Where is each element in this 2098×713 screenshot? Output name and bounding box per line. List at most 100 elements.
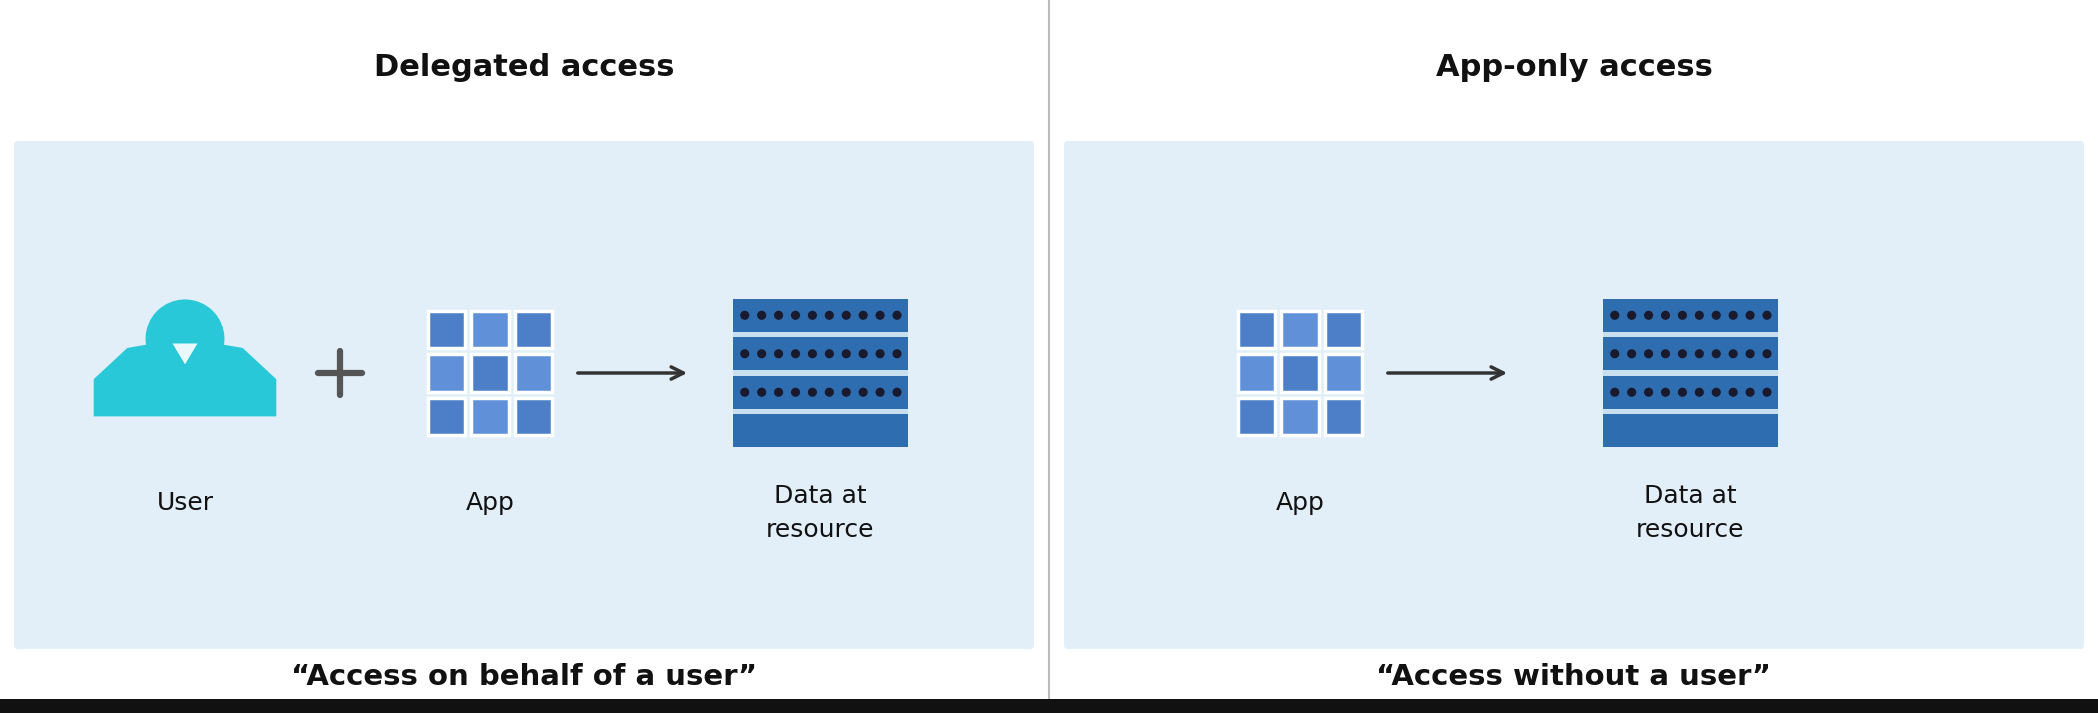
Text: Delegated access: Delegated access xyxy=(373,53,673,83)
Bar xyxy=(428,311,466,348)
Circle shape xyxy=(1645,312,1653,319)
Bar xyxy=(732,409,908,414)
Circle shape xyxy=(757,389,766,396)
Circle shape xyxy=(1645,350,1653,358)
Bar xyxy=(1603,299,1777,332)
Circle shape xyxy=(843,389,850,396)
Circle shape xyxy=(1628,389,1636,396)
Circle shape xyxy=(860,389,866,396)
Bar xyxy=(1324,398,1362,436)
Circle shape xyxy=(877,389,883,396)
Bar xyxy=(1603,337,1777,370)
Circle shape xyxy=(1662,312,1670,319)
Circle shape xyxy=(1762,312,1771,319)
Circle shape xyxy=(1628,312,1636,319)
Circle shape xyxy=(894,389,900,396)
Text: Data at
resource: Data at resource xyxy=(766,484,875,542)
Circle shape xyxy=(825,350,833,358)
Circle shape xyxy=(808,350,816,358)
Circle shape xyxy=(894,312,900,319)
Bar xyxy=(1603,414,1777,447)
Circle shape xyxy=(1662,389,1670,396)
Bar xyxy=(472,311,508,348)
Circle shape xyxy=(791,312,799,319)
Circle shape xyxy=(757,350,766,358)
Bar xyxy=(732,370,908,376)
Text: App: App xyxy=(466,491,514,515)
Circle shape xyxy=(1762,389,1771,396)
PathPatch shape xyxy=(94,341,277,416)
Circle shape xyxy=(1678,350,1687,358)
Bar xyxy=(1238,311,1276,348)
Text: User: User xyxy=(157,491,214,515)
Circle shape xyxy=(860,312,866,319)
Circle shape xyxy=(741,312,749,319)
Circle shape xyxy=(1712,389,1720,396)
Circle shape xyxy=(825,312,833,319)
Circle shape xyxy=(1695,389,1704,396)
Bar xyxy=(732,299,908,332)
Circle shape xyxy=(1611,350,1618,358)
Circle shape xyxy=(1762,350,1771,358)
Bar xyxy=(514,398,552,436)
Circle shape xyxy=(1712,350,1720,358)
Circle shape xyxy=(1645,389,1653,396)
Circle shape xyxy=(757,312,766,319)
Bar xyxy=(1282,398,1320,436)
Circle shape xyxy=(791,389,799,396)
Circle shape xyxy=(791,350,799,358)
Circle shape xyxy=(1729,350,1737,358)
Bar xyxy=(1603,332,1777,337)
Bar xyxy=(0,699,2098,713)
Circle shape xyxy=(1695,312,1704,319)
Bar xyxy=(514,354,552,391)
Bar xyxy=(1603,370,1777,376)
Circle shape xyxy=(741,389,749,396)
PathPatch shape xyxy=(172,344,197,364)
Bar xyxy=(732,414,908,447)
Bar xyxy=(1603,409,1777,414)
Circle shape xyxy=(1746,312,1754,319)
Circle shape xyxy=(1611,389,1618,396)
Text: “Access without a user”: “Access without a user” xyxy=(1376,663,1771,691)
Circle shape xyxy=(147,300,224,378)
Bar xyxy=(472,398,508,436)
Circle shape xyxy=(1746,350,1754,358)
Bar xyxy=(428,398,466,436)
Bar xyxy=(1324,354,1362,391)
Bar xyxy=(1324,311,1362,348)
Circle shape xyxy=(808,312,816,319)
Bar xyxy=(1238,354,1276,391)
Circle shape xyxy=(1662,350,1670,358)
Bar xyxy=(428,354,466,391)
Bar xyxy=(1282,354,1320,391)
Bar xyxy=(732,376,908,409)
Bar xyxy=(1282,311,1320,348)
Bar xyxy=(732,332,908,337)
Circle shape xyxy=(1712,312,1720,319)
Circle shape xyxy=(1678,312,1687,319)
Circle shape xyxy=(1695,350,1704,358)
Circle shape xyxy=(843,312,850,319)
Bar xyxy=(514,311,552,348)
Circle shape xyxy=(877,350,883,358)
Circle shape xyxy=(808,389,816,396)
Text: App: App xyxy=(1276,491,1324,515)
Circle shape xyxy=(1628,350,1636,358)
Circle shape xyxy=(1611,312,1618,319)
FancyBboxPatch shape xyxy=(15,141,1034,649)
Circle shape xyxy=(1729,312,1737,319)
Circle shape xyxy=(1746,389,1754,396)
Circle shape xyxy=(825,389,833,396)
Circle shape xyxy=(843,350,850,358)
Circle shape xyxy=(741,350,749,358)
Bar xyxy=(1603,376,1777,409)
Circle shape xyxy=(860,350,866,358)
Bar xyxy=(732,337,908,370)
Bar xyxy=(472,354,508,391)
Circle shape xyxy=(774,389,783,396)
Circle shape xyxy=(1678,389,1687,396)
Circle shape xyxy=(894,350,900,358)
Bar xyxy=(1238,398,1276,436)
Circle shape xyxy=(877,312,883,319)
